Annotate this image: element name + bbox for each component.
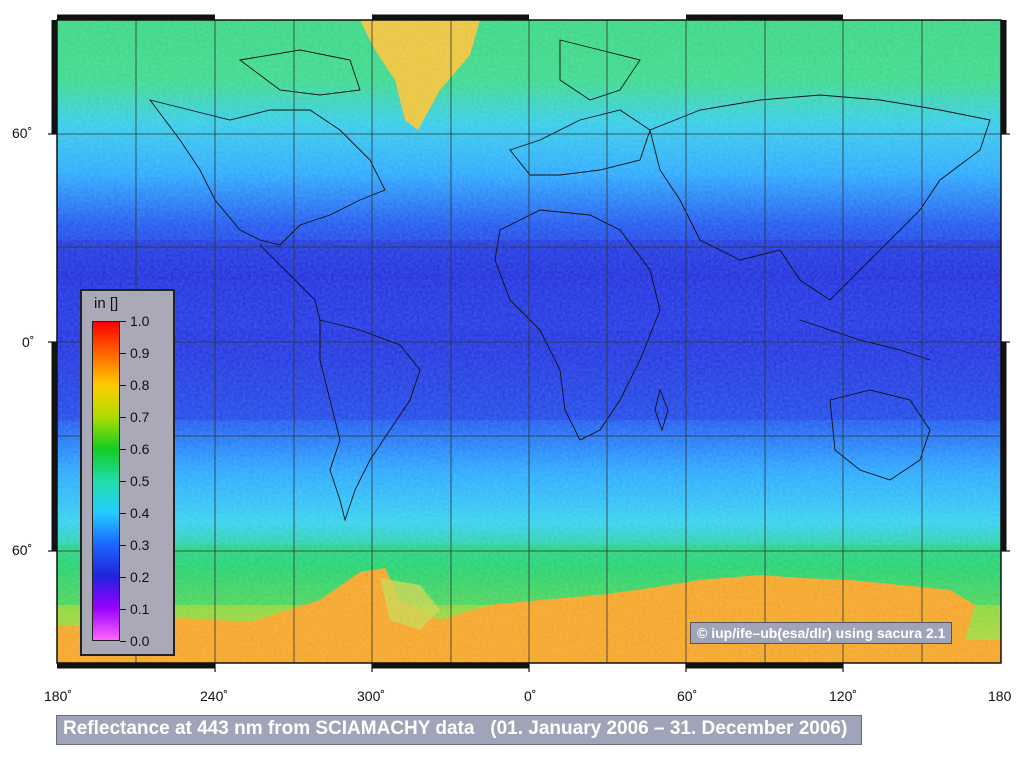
lon-label-180w: 180˚ xyxy=(44,688,73,704)
colorbar-gradient xyxy=(92,321,120,641)
colorbar-tick-mark xyxy=(120,641,126,642)
colorbar-tick-mark xyxy=(120,545,126,546)
colorbar-tick-label: 0.4 xyxy=(130,505,150,521)
map-period: (01. January 2006 – 31. December 2006) xyxy=(490,718,848,739)
colorbar-tick-mark xyxy=(120,353,126,354)
colorbar-tick-mark xyxy=(120,385,126,386)
map-title-box: Reflectance at 443 nm from SCIAMACHY dat… xyxy=(56,715,862,745)
lon-label-0: 0˚ xyxy=(524,688,537,704)
colorbar-tick-mark xyxy=(120,609,126,610)
colorbar-tick-label: 0.8 xyxy=(130,377,150,393)
map-frame-border xyxy=(51,14,1007,669)
lat-label-0: 0˚ xyxy=(22,334,35,350)
colorbar-tick-mark xyxy=(120,513,126,514)
colorbar-tick-mark xyxy=(120,449,126,450)
lat-label-60s: 60˚ xyxy=(12,542,33,558)
copyright-label: © iup/ife–ub(esa/dlr) using sacura 2.1 xyxy=(690,622,953,644)
lon-label-60: 60˚ xyxy=(677,688,698,704)
colorbar-tick-label: 0.9 xyxy=(130,345,150,361)
lat-label-60n: 60˚ xyxy=(12,125,33,141)
colorbar-tick-mark xyxy=(120,577,126,578)
colorbar-tick-label: 0.3 xyxy=(130,537,150,553)
colorbar-tick-label: 0.5 xyxy=(130,473,150,489)
colorbar-tick-label: 0.7 xyxy=(130,409,150,425)
colorbar-tick-mark xyxy=(120,481,126,482)
colorbar-tick-label: 0.2 xyxy=(130,569,150,585)
lon-label-180e: 180 xyxy=(988,688,1012,704)
lon-label-240: 240˚ xyxy=(200,688,229,704)
colorbar-tick-mark xyxy=(120,417,126,418)
colorbar-tick-label: 0.1 xyxy=(130,601,150,617)
colorbar-tick-mark xyxy=(120,321,126,322)
lon-label-120: 120˚ xyxy=(829,688,858,704)
colorbar-tick-label: 0.0 xyxy=(130,633,150,649)
colorbar-unit-label: in [] xyxy=(94,295,119,312)
colorbar-tick-label: 0.6 xyxy=(130,441,150,457)
axis-ticks xyxy=(48,133,1010,672)
colorbar-tick-label: 1.0 xyxy=(130,313,150,329)
colorbar-legend: in [] 1.0 0.9 0.8 0.7 0.6 0.5 0.4 0.3 0.2 0.1 0.0 xyxy=(80,289,175,656)
lon-label-300: 300˚ xyxy=(357,688,386,704)
map-title: Reflectance at 443 nm from SCIAMACHY dat… xyxy=(63,718,475,739)
